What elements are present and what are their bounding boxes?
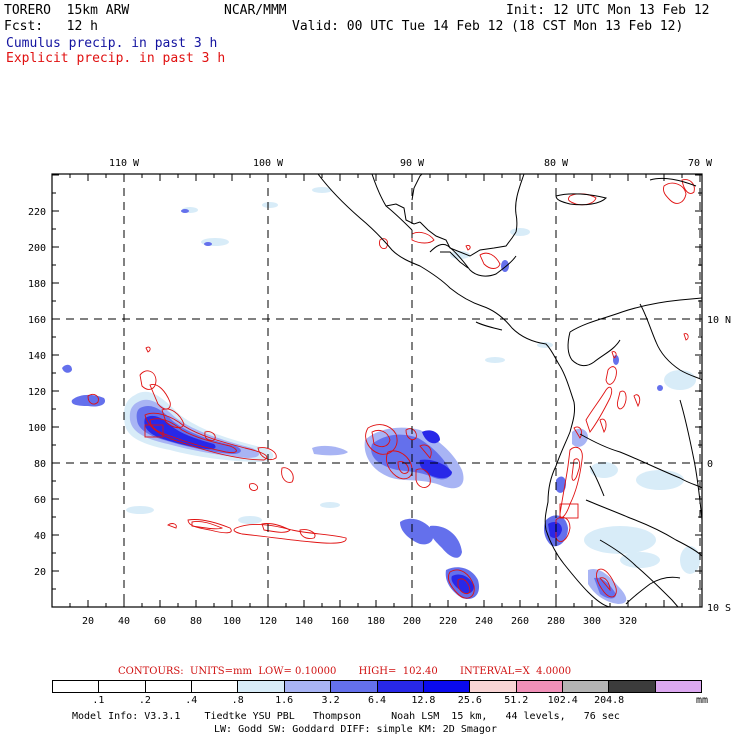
lon-label: 90 W — [400, 158, 425, 169]
colorbar-level-label: .8 — [231, 695, 244, 706]
colorbar-swatch — [53, 681, 100, 692]
colorbar-level-label: .1 — [92, 695, 105, 706]
colorbar — [52, 680, 702, 693]
x-tick-label: 300 — [583, 616, 601, 627]
x-tick-label: 200 — [403, 616, 421, 627]
colorbar-level-label: 51.2 — [504, 695, 529, 706]
lat-label: 0 — [707, 459, 713, 470]
lon-label: 80 W — [544, 158, 569, 169]
latitude-labels: 10 N 0 10 S — [707, 315, 731, 614]
colorbar-swatch — [516, 681, 563, 692]
cumulus-precip-label: Cumulus precip. in past 3 h — [6, 36, 218, 51]
colorbar-swatch — [470, 681, 517, 692]
x-tick-label: 40 — [118, 616, 130, 627]
model-title: TORERO 15km ARW — [4, 3, 130, 18]
y-tick-label: 180 — [28, 279, 46, 290]
y-tick-label: 20 — [34, 567, 46, 578]
forecast-hour: Fcst: 12 h — [4, 19, 98, 34]
colorbar-unit: mm — [696, 695, 709, 706]
axis-ticks — [52, 174, 702, 607]
colorbar-swatch — [238, 681, 285, 692]
y-tick-label: 60 — [34, 495, 46, 506]
colorbar-swatch — [145, 681, 193, 692]
x-tick-label: 120 — [259, 616, 277, 627]
y-tick-label: 220 — [28, 207, 46, 218]
x-tick-label: 260 — [511, 616, 529, 627]
colorbar-swatch — [99, 681, 146, 692]
x-tick-label: 60 — [154, 616, 166, 627]
model-physics: LW: Godd SW: Goddard DIFF: simple KM: 2D… — [214, 724, 497, 735]
colorbar-swatch — [192, 681, 239, 692]
y-tick-label: 140 — [28, 351, 46, 362]
colorbar-level-label: 12.8 — [411, 695, 436, 706]
colorbar-swatch — [284, 681, 332, 692]
colorbar-labels: .1 .2 .4 .8 1.6 3.2 6.4 12.8 25.6 51.2 102.4 204.8 — [52, 695, 702, 707]
colorbar-swatch — [655, 681, 702, 692]
colorbar-swatch — [423, 681, 471, 692]
y-tick-label: 100 — [28, 423, 46, 434]
colorbar-swatch — [331, 681, 378, 692]
x-tick-label: 160 — [331, 616, 349, 627]
organization-label: NCAR/MMM — [224, 3, 287, 18]
map-plot-area — [52, 174, 702, 607]
lat-label: 10 S — [707, 603, 731, 614]
lon-label: 110 W — [109, 158, 140, 169]
colorbar-level-label: 102.4 — [547, 695, 578, 706]
x-tick-label: 140 — [295, 616, 313, 627]
x-tick-label: 280 — [547, 616, 565, 627]
cumulus-precip-shading — [62, 187, 700, 604]
colorbar-level-label: 204.8 — [594, 695, 625, 706]
longitude-labels: 110 W 100 W 90 W 80 W 70 W — [109, 158, 713, 169]
model-info: Model Info: V3.3.1 Tiedtke YSU PBL Thomp… — [72, 711, 620, 722]
y-tick-label: 40 — [34, 531, 46, 542]
colorbar-level-label: 25.6 — [457, 695, 482, 706]
colorbar-title: CONTOURS: UNITS=mm LOW= 0.10000 HIGH= 10… — [118, 666, 572, 677]
x-tick-label: 180 — [367, 616, 385, 627]
colorbar-swatch — [609, 681, 656, 692]
y-tick-label: 120 — [28, 387, 46, 398]
init-time: Init: 12 UTC Mon 13 Feb 12 — [506, 3, 710, 18]
x-tick-label: 220 — [439, 616, 457, 627]
colorbar-level-label: 1.6 — [275, 695, 294, 706]
explicit-precip-label: Explicit precip. in past 3 h — [6, 51, 226, 66]
y-axis-labels: 20 40 60 80 100 120 140 160 180 200 220 — [28, 207, 46, 578]
lat-label: 10 N — [707, 315, 731, 326]
x-tick-label: 320 — [619, 616, 637, 627]
coastlines — [317, 174, 702, 607]
lon-label: 70 W — [688, 158, 713, 169]
colorbar-swatch — [562, 681, 610, 692]
explicit-precip-contours — [87, 179, 695, 599]
y-tick-label: 80 — [34, 459, 46, 470]
x-tick-label: 240 — [475, 616, 493, 627]
x-tick-label: 20 — [82, 616, 94, 627]
x-tick-label: 80 — [190, 616, 202, 627]
x-axis-labels: 20 40 60 80 100 120 140 160 180 200 220 … — [82, 616, 637, 627]
colorbar-swatch — [377, 681, 424, 692]
x-tick-label: 100 — [223, 616, 241, 627]
valid-time: Valid: 00 UTC Tue 14 Feb 12 (18 CST Mon … — [292, 19, 684, 34]
y-tick-label: 200 — [28, 243, 46, 254]
colorbar-level-label: 6.4 — [367, 695, 387, 706]
colorbar-level-label: .2 — [138, 695, 151, 706]
colorbar-level-label: 3.2 — [321, 695, 340, 706]
colorbar-level-label: .4 — [185, 695, 198, 706]
lon-label: 100 W — [253, 158, 284, 169]
y-tick-label: 160 — [28, 315, 46, 326]
